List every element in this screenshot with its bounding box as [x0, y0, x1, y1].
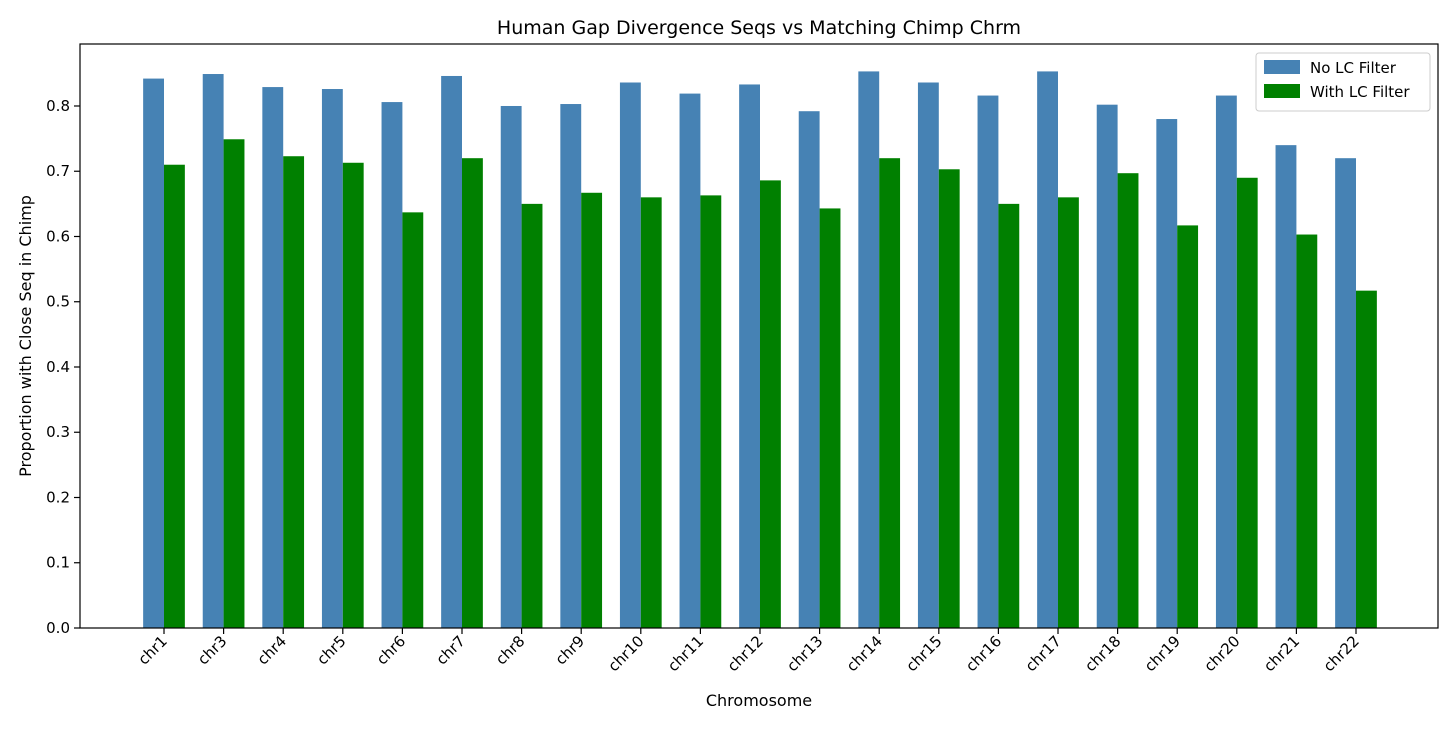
- bar-with-lc-filter-chr7: [462, 158, 483, 628]
- y-tick-label: 0.8: [46, 97, 70, 115]
- x-tick-label-chr1: chr1: [134, 632, 170, 668]
- x-tick-label-chr17: chr17: [1022, 632, 1065, 675]
- x-tick-label-chr21: chr21: [1260, 632, 1303, 675]
- bar-no-lc-filter-chr6: [381, 102, 403, 628]
- bar-no-lc-filter-chr11: [679, 93, 701, 629]
- x-tick-label-chr18: chr18: [1081, 632, 1124, 675]
- bar-with-lc-filter-chr9: [581, 192, 603, 628]
- y-axis-label: Proportion with Close Seq in Chimp: [16, 195, 35, 477]
- bar-with-lc-filter-chr21: [1296, 234, 1318, 628]
- bar-no-lc-filter-chr3: [202, 74, 224, 628]
- x-tick-label-chr14: chr14: [843, 632, 886, 675]
- x-tick-label-chr5: chr5: [313, 632, 349, 668]
- x-tick-label-chr9: chr9: [552, 632, 588, 668]
- bar-with-lc-filter-chr1: [164, 164, 185, 628]
- bar-with-lc-filter-chr5: [342, 162, 364, 628]
- legend-swatch-no-lc-filter: [1264, 60, 1300, 74]
- bar-with-lc-filter-chr3: [223, 139, 245, 628]
- bar-no-lc-filter-chr13: [798, 111, 820, 628]
- y-tick-label: 0.5: [46, 293, 70, 311]
- bar-no-lc-filter-chr4: [262, 87, 284, 628]
- bar-with-lc-filter-chr12: [760, 180, 781, 628]
- y-tick-label: 0.4: [46, 358, 70, 376]
- bar-no-lc-filter-chr12: [739, 84, 760, 628]
- bar-with-lc-filter-chr4: [283, 156, 305, 629]
- bar-no-lc-filter-chr16: [977, 95, 999, 629]
- bar-no-lc-filter-chr14: [858, 71, 880, 628]
- x-axis-label: Chromosome: [706, 691, 812, 710]
- bar-with-lc-filter-chr6: [402, 212, 424, 628]
- chart-title: Human Gap Divergence Seqs vs Matching Ch…: [497, 17, 1021, 39]
- x-tick-label-chr19: chr19: [1141, 632, 1184, 675]
- legend-label-with-lc-filter: With LC Filter: [1310, 83, 1410, 101]
- y-tick-label: 0.1: [46, 554, 70, 572]
- x-tick-label-chr22: chr22: [1320, 632, 1363, 675]
- y-tick-label: 0.6: [46, 227, 70, 245]
- bar-with-lc-filter-chr22: [1356, 290, 1377, 628]
- bar-with-lc-filter-chr18: [1117, 173, 1139, 628]
- bar-with-lc-filter-chr19: [1177, 225, 1199, 628]
- legend-swatch-with-lc-filter: [1264, 84, 1300, 98]
- bars-layer: [143, 71, 1377, 629]
- x-tick-label-chr6: chr6: [373, 632, 409, 668]
- bar-no-lc-filter-chr8: [500, 105, 522, 629]
- y-axis: 0.0 0.1 0.2 0.3 0.4 0.5 0.6 0.7 0.8: [46, 97, 80, 637]
- x-tick-label-chr8: chr8: [492, 632, 528, 668]
- bar-with-lc-filter-chr17: [1058, 197, 1079, 628]
- x-tick-label-chr16: chr16: [962, 632, 1005, 675]
- plot-frame: [79, 43, 1439, 629]
- bar-with-lc-filter-chr8: [521, 203, 543, 628]
- bar-no-lc-filter-chr20: [1215, 95, 1237, 629]
- legend: No LC Filter With LC Filter: [1255, 52, 1431, 112]
- x-tick-label-chr13: chr13: [783, 632, 826, 675]
- bar-no-lc-filter-chr15: [917, 82, 939, 628]
- bar-no-lc-filter-chr9: [560, 104, 582, 628]
- bar-with-lc-filter-chr13: [819, 208, 841, 628]
- x-tick-label-chr12: chr12: [724, 632, 767, 675]
- bar-with-lc-filter-chr20: [1236, 177, 1258, 628]
- x-tick-label-chr15: chr15: [902, 632, 945, 675]
- legend-label-no-lc-filter: No LC Filter: [1310, 59, 1397, 77]
- bar-no-lc-filter-chr10: [619, 82, 641, 628]
- x-tick-label-chr4: chr4: [254, 632, 290, 668]
- y-tick-label: 0.2: [46, 488, 70, 506]
- x-tick-label-chr10: chr10: [604, 632, 647, 675]
- bar-no-lc-filter-chr19: [1156, 119, 1178, 628]
- bar-no-lc-filter-chr18: [1096, 104, 1118, 629]
- x-axis: chr1 chr3 chr4 chr5 chr6 chr7 chr8 chr9 chr10 chr…: [134, 628, 1363, 675]
- x-tick-label-chr20: chr20: [1200, 632, 1243, 675]
- y-tick-label: 0.0: [46, 619, 70, 637]
- bar-with-lc-filter-chr15: [938, 169, 960, 628]
- bar-no-lc-filter-chr5: [321, 89, 343, 628]
- bar-no-lc-filter-chr22: [1335, 158, 1356, 628]
- x-tick-label-chr11: chr11: [664, 632, 707, 675]
- x-tick-label-chr3: chr3: [194, 632, 230, 668]
- y-tick-label: 0.7: [46, 162, 70, 180]
- x-tick-label-chr7: chr7: [432, 632, 468, 668]
- bar-with-lc-filter-chr16: [998, 203, 1020, 628]
- bar-with-lc-filter-chr10: [640, 197, 662, 628]
- bar-with-lc-filter-chr11: [700, 195, 722, 628]
- y-tick-label: 0.3: [46, 423, 70, 441]
- bar-no-lc-filter-chr17: [1037, 71, 1058, 628]
- bar-no-lc-filter-chr21: [1275, 145, 1297, 628]
- bar-with-lc-filter-chr14: [879, 158, 901, 628]
- bar-no-lc-filter-chr1: [143, 78, 164, 628]
- bar-no-lc-filter-chr7: [441, 75, 462, 629]
